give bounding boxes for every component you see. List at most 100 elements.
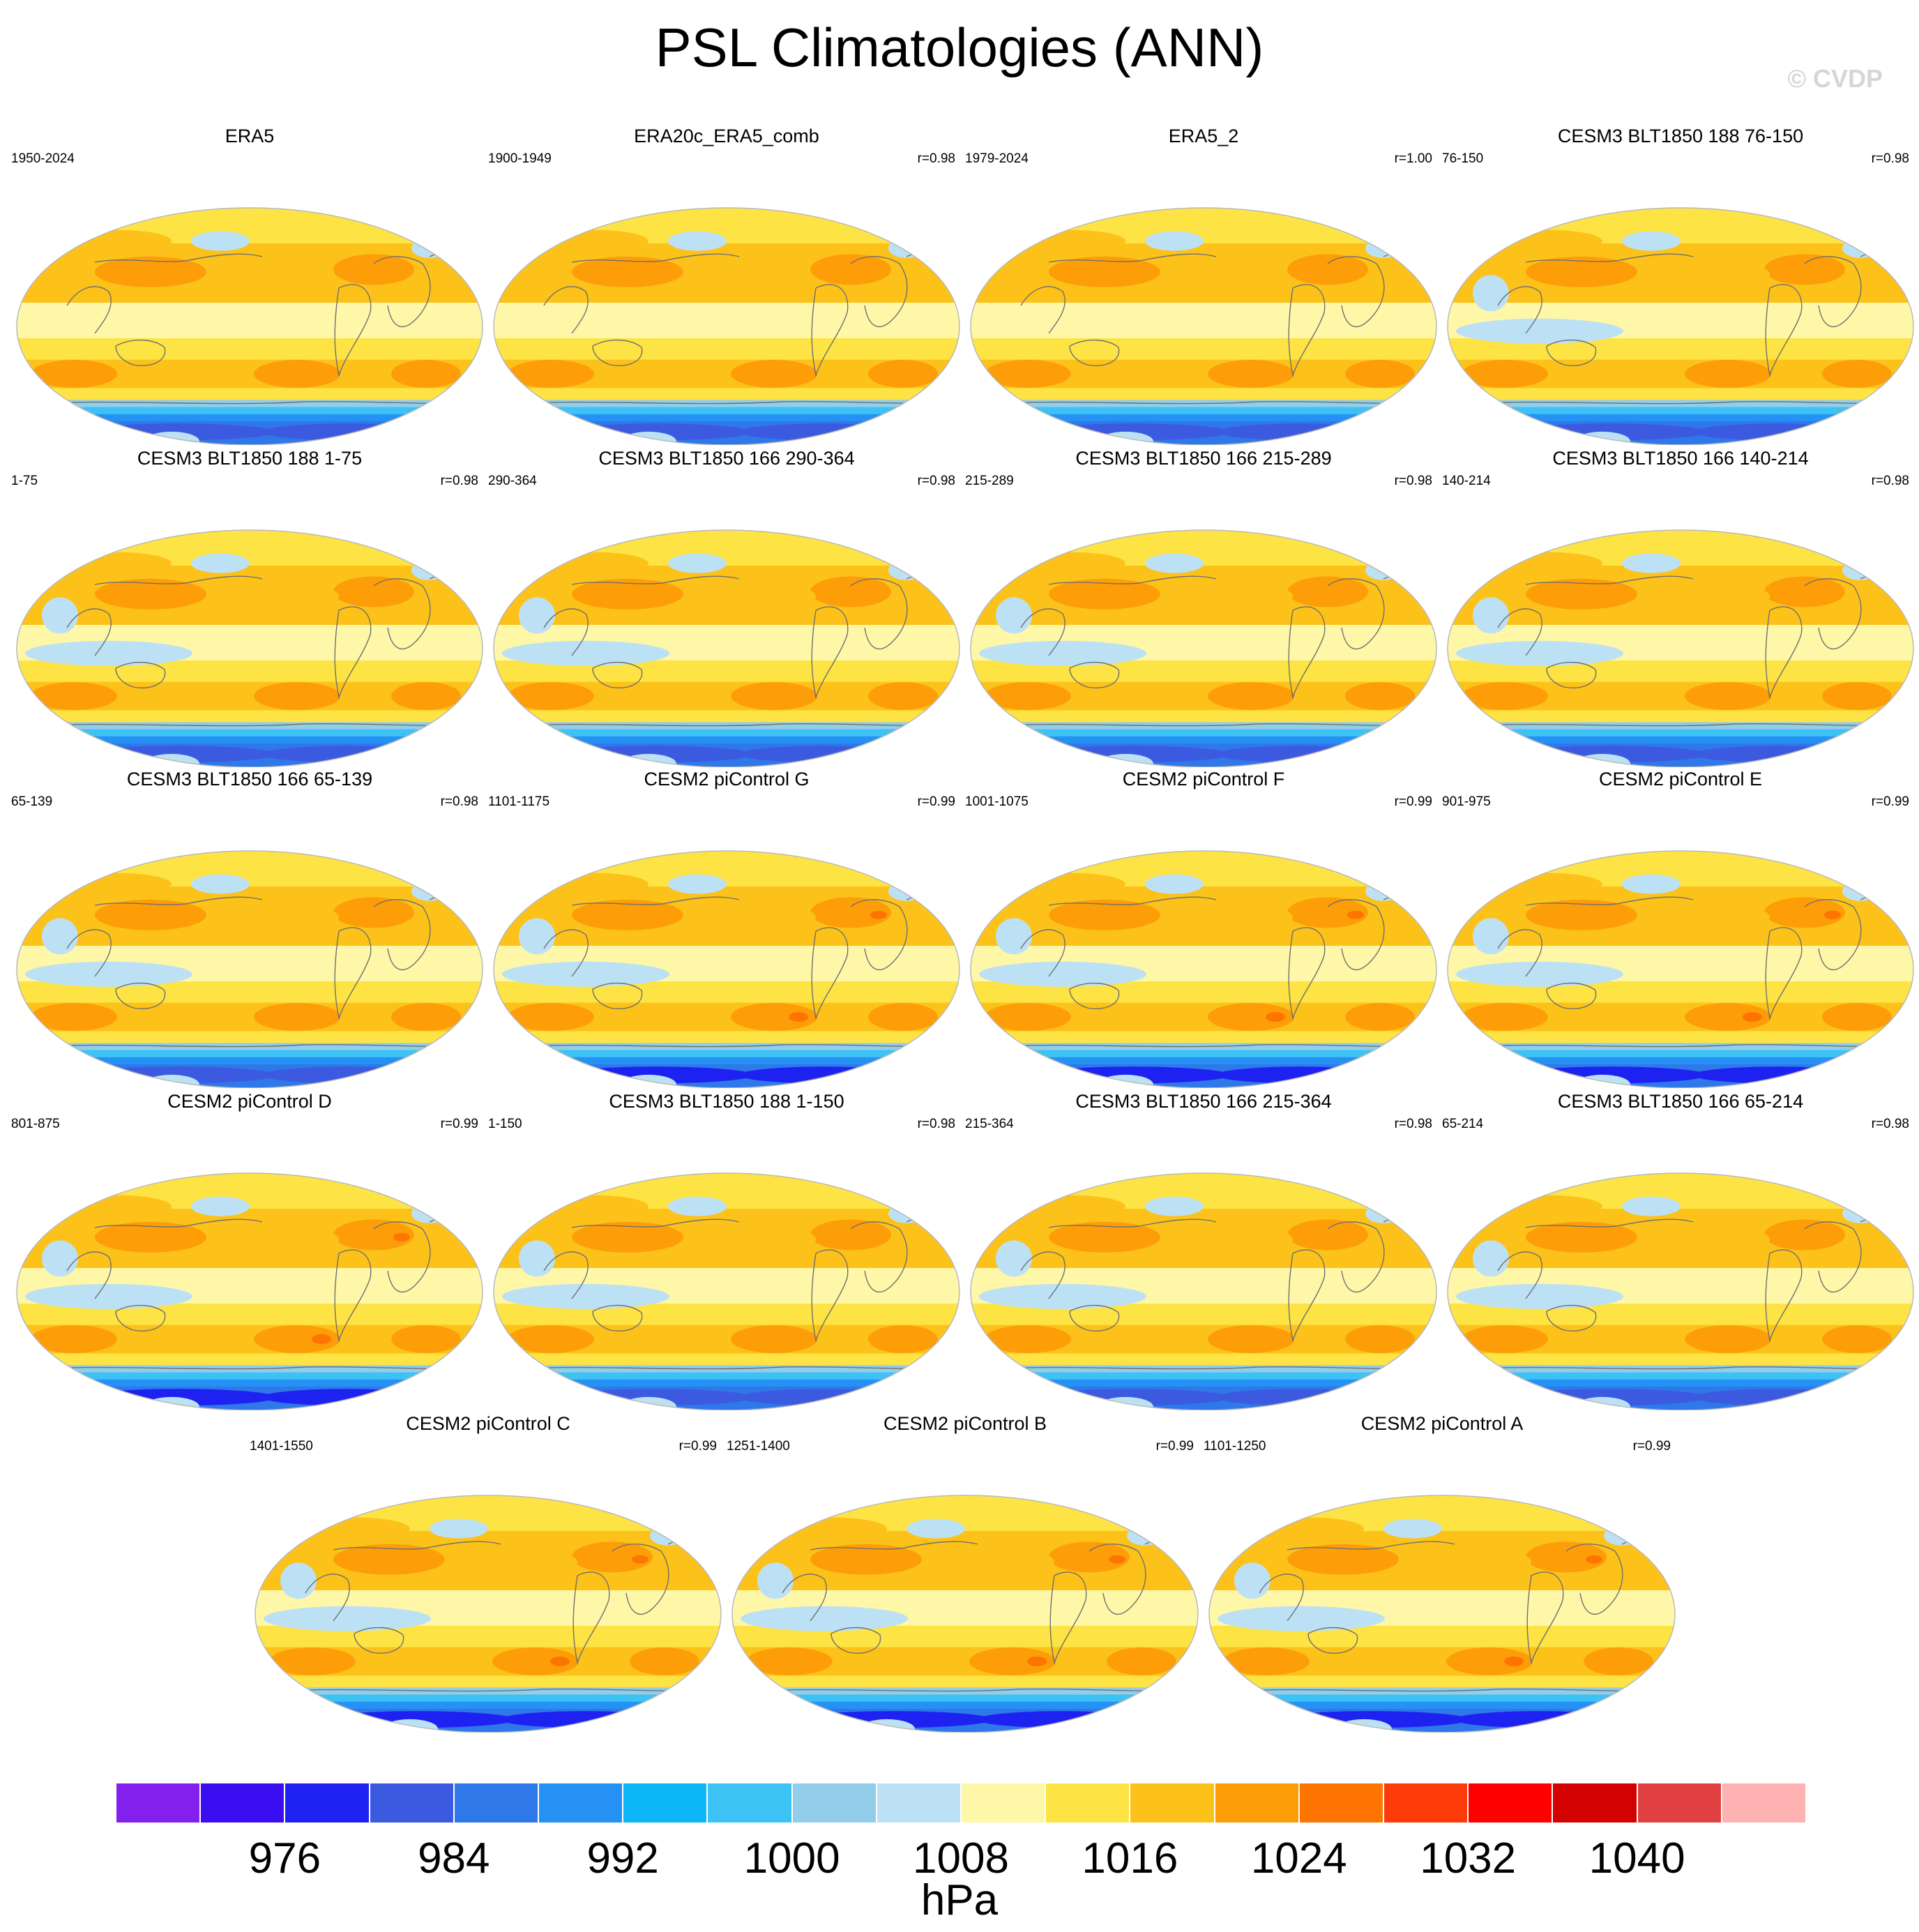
panel-period: 290-364 — [488, 474, 537, 488]
pressure-cell — [1208, 1003, 1294, 1031]
map-outline — [1447, 850, 1914, 1088]
coastline — [850, 578, 908, 650]
pressure-cell — [1473, 918, 1509, 955]
colorbar-tick-label: 1024 — [1250, 1834, 1347, 1882]
pressure-cell — [1365, 560, 1402, 580]
panel-title: ERA5_2 — [1168, 126, 1239, 146]
colorbar-swatch — [1298, 1783, 1383, 1823]
pressure-band — [494, 1057, 960, 1065]
coastline — [1546, 661, 1597, 688]
pressure-cell — [1014, 1195, 1125, 1218]
colorbar-tick-label: 1016 — [1082, 1834, 1178, 1882]
pressure-cell — [95, 899, 206, 930]
pressure-cell — [999, 1552, 1054, 1572]
coastline — [1483, 1366, 1896, 1370]
panel-period: 1101-1250 — [1204, 1439, 1266, 1454]
pressure-cell — [1365, 238, 1402, 258]
pressure-cell — [537, 229, 648, 252]
coastline — [1288, 284, 1326, 377]
pressure-cell — [1504, 1656, 1524, 1666]
pressure-band — [17, 208, 483, 244]
coastline — [1020, 286, 1065, 334]
coastline — [571, 896, 740, 906]
panel-title: CESM2 piControl A — [1360, 1413, 1524, 1434]
pressure-band — [255, 1694, 721, 1703]
pressure-cell — [1049, 899, 1160, 930]
pressure-cell — [810, 576, 891, 607]
colorbar-swatch — [707, 1783, 792, 1823]
coastline — [592, 661, 643, 688]
panel-period: 901-975 — [1442, 794, 1491, 809]
coastline — [66, 1251, 112, 1299]
pressure-cell — [810, 254, 891, 285]
coastline — [1765, 606, 1803, 700]
pressure-band — [494, 530, 960, 566]
coastline — [1546, 339, 1597, 366]
pressure-cell — [760, 587, 816, 607]
pressure-cell — [1462, 1325, 1548, 1353]
pressure-cell — [60, 1195, 172, 1218]
coastline — [66, 929, 112, 977]
pressure-cell — [888, 560, 925, 580]
map-panel: CESM3 BLT1850 166 140-214 140-214 r=0.98 — [1442, 446, 1919, 767]
pressure-cell — [191, 553, 250, 573]
pressure-cell — [25, 961, 192, 987]
map-plot — [493, 529, 960, 767]
panel-title: CESM3 BLT1850 188 76-150 — [1557, 126, 1804, 146]
panel-period: 215-364 — [965, 1117, 1014, 1131]
panel-period: 65-214 — [1442, 1117, 1484, 1131]
map-outline — [731, 1495, 1199, 1733]
pressure-cell — [572, 578, 683, 610]
coastline — [305, 1573, 350, 1622]
panel-correlation: r=0.98 — [440, 794, 478, 809]
pressure-band — [255, 1701, 721, 1710]
pressure-cell — [731, 360, 817, 388]
map-outline — [970, 850, 1437, 1088]
panel-title: CESM3 BLT1850 166 215-289 — [1075, 448, 1332, 469]
map-panel: CESM3 BLT1850 188 1-75 1-75 r=0.98 — [11, 446, 488, 767]
pressure-cell — [969, 1647, 1056, 1675]
pressure-cell — [810, 897, 891, 928]
panel-title: CESM3 BLT1850 188 1-75 — [137, 448, 363, 469]
pressure-cell — [537, 552, 648, 575]
coastline — [1069, 339, 1120, 366]
pressure-cell — [333, 1219, 414, 1251]
pressure-band — [494, 407, 960, 415]
pressure-cell — [393, 1232, 410, 1242]
pressure-cell — [1743, 1012, 1762, 1022]
coastline — [1089, 1544, 1146, 1615]
coastline — [1259, 1573, 1304, 1622]
panel-period: 1900-1949 — [488, 151, 552, 166]
pressure-cell — [501, 1711, 668, 1728]
pressure-band — [1209, 1675, 1675, 1689]
pressure-cell — [1216, 1066, 1383, 1084]
coastline — [529, 400, 942, 405]
colorbar-swatch — [791, 1783, 877, 1823]
pressure-band — [1448, 1031, 1913, 1044]
panel-title: CESM3 BLT1850 166 140-214 — [1552, 448, 1809, 469]
pressure-band — [1448, 710, 1913, 723]
pressure-cell — [391, 1003, 461, 1031]
pressure-cell — [1526, 1541, 1607, 1573]
pressure-band — [17, 729, 483, 737]
map-outline — [493, 207, 960, 445]
coastline — [571, 1218, 740, 1228]
map-outline — [16, 1172, 483, 1410]
coastline — [1020, 1251, 1065, 1299]
pressure-band — [494, 710, 960, 723]
pressure-cell — [191, 874, 250, 894]
map-outline — [16, 850, 483, 1088]
pressure-band — [1448, 407, 1913, 415]
pressure-cell — [1287, 897, 1368, 928]
coastline — [66, 286, 112, 334]
pressure-cell — [789, 1012, 808, 1022]
map-panel: CESM2 piControl F 1001-1075 r=0.99 — [965, 767, 1442, 1088]
pressure-cell — [979, 961, 1146, 987]
pressure-cell — [1287, 576, 1368, 607]
colorbar-tick-label: 984 — [418, 1834, 490, 1882]
map-panel: CESM2 piControl D 801-875 r=0.99 — [11, 1089, 488, 1410]
coastline — [333, 1541, 501, 1550]
coastline — [1765, 927, 1803, 1020]
pressure-cell — [1685, 360, 1771, 388]
map-panel: CESM2 piControl G 1101-1175 r=0.99 — [488, 767, 965, 1088]
